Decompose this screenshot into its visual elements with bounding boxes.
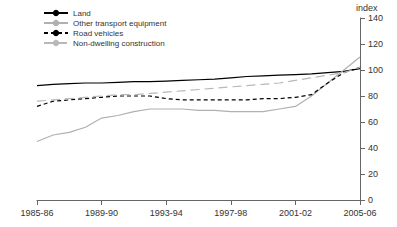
svg-text:1985-86: 1985-86: [20, 208, 53, 218]
svg-text:Road vehicles: Road vehicles: [73, 29, 123, 38]
svg-text:1993-94: 1993-94: [150, 208, 183, 218]
svg-text:Non-dwelling construction: Non-dwelling construction: [73, 39, 165, 48]
svg-text:100: 100: [368, 65, 383, 75]
svg-text:2005-06: 2005-06: [343, 208, 376, 218]
svg-text:140: 140: [368, 13, 383, 23]
svg-text:1989-90: 1989-90: [85, 208, 118, 218]
svg-text:Land: Land: [73, 9, 91, 18]
svg-text:60: 60: [368, 117, 378, 127]
svg-text:80: 80: [368, 91, 378, 101]
svg-text:20: 20: [368, 169, 378, 179]
svg-text:index: index: [356, 3, 378, 13]
svg-text:Other transport equipment: Other transport equipment: [73, 19, 167, 28]
svg-text:1997-98: 1997-98: [214, 208, 247, 218]
svg-text:40: 40: [368, 143, 378, 153]
svg-text:2001-02: 2001-02: [279, 208, 312, 218]
svg-text:120: 120: [368, 39, 383, 49]
svg-text:0: 0: [368, 195, 373, 205]
